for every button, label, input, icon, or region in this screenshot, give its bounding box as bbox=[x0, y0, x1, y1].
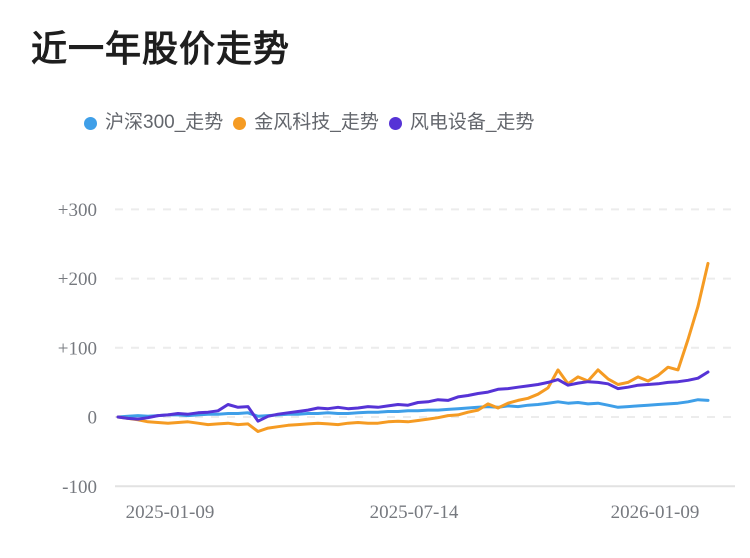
y-tick-label: -100 bbox=[62, 477, 97, 498]
y-tick-label: +200 bbox=[58, 269, 97, 290]
legend-label-goldwind: 金风科技_走势 bbox=[254, 112, 379, 133]
x-tick-label: 2025-07-14 bbox=[370, 502, 459, 523]
legend: 沪深300_走势 金风科技_走势 风电设备_走势 bbox=[84, 110, 534, 136]
legend-dot-icon bbox=[388, 116, 402, 130]
series-line-goldwind bbox=[116, 261, 710, 433]
series-lines bbox=[116, 261, 710, 433]
x-axis-labels: 2025-01-09 2025-07-14 2026-01-09 bbox=[126, 502, 700, 523]
legend-dot-icon bbox=[233, 116, 247, 130]
y-axis-labels: +300 +200 +100 0 -100 bbox=[58, 200, 97, 498]
y-tick-label: +100 bbox=[58, 338, 97, 359]
x-tick-label: 2026-01-09 bbox=[611, 502, 700, 523]
legend-dot-icon bbox=[84, 116, 97, 130]
legend-item-windequip[interactable]: 风电设备_走势 bbox=[388, 110, 535, 136]
series-line-hs300 bbox=[116, 398, 710, 419]
y-tick-label: 0 bbox=[88, 408, 98, 429]
legend-item-goldwind[interactable]: 金风科技_走势 bbox=[233, 110, 379, 136]
gridlines bbox=[115, 208, 735, 488]
legend-label-hs300: 沪深300_走势 bbox=[105, 112, 224, 133]
chart-title: 近一年股价走势 bbox=[31, 28, 291, 69]
legend-item-hs300[interactable]: 沪深300_走势 bbox=[84, 110, 223, 136]
legend-label-windequip: 风电设备_走势 bbox=[409, 112, 535, 133]
series-line-windequip bbox=[116, 370, 710, 423]
y-tick-label: +300 bbox=[58, 200, 97, 221]
x-tick-label: 2025-01-09 bbox=[126, 502, 215, 523]
